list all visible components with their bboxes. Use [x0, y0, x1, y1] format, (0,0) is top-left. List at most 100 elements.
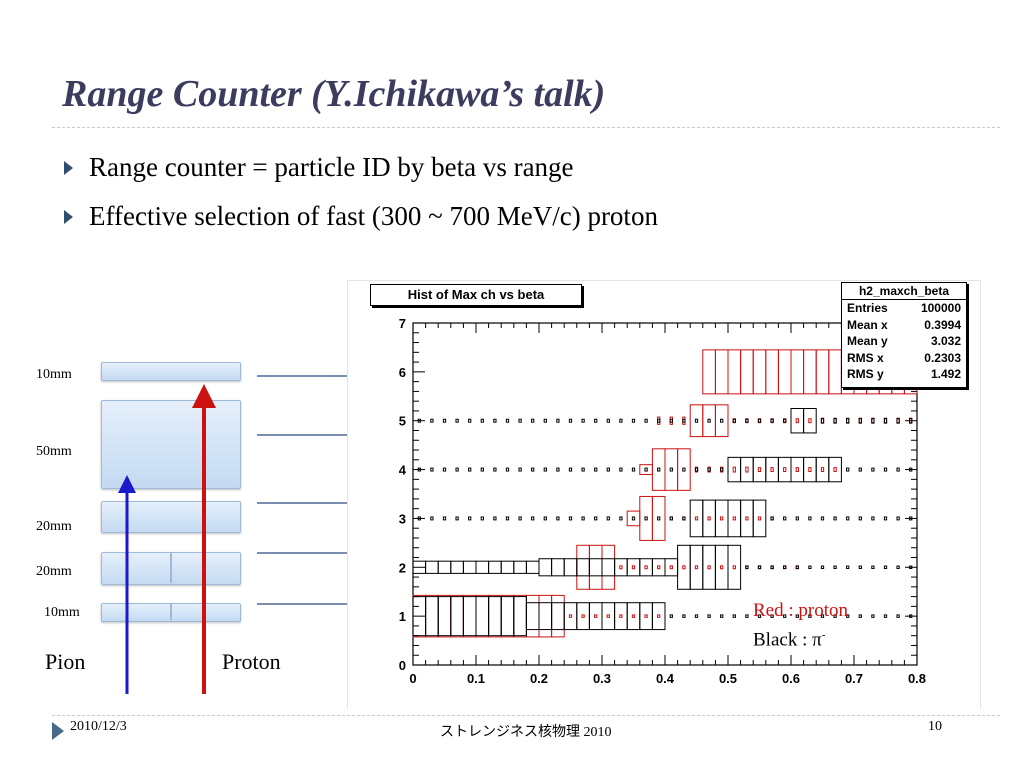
histogram-bin — [513, 594, 527, 638]
histogram-bin — [682, 516, 686, 521]
histogram-bin — [480, 418, 484, 423]
pion-label: Pion — [45, 649, 86, 674]
histogram-bin — [795, 418, 799, 424]
bullet-item: Range counter = particle ID by beta vs r… — [64, 152, 574, 183]
histogram-bin — [651, 602, 666, 631]
histogram-bin — [871, 467, 875, 472]
histogram-bin — [871, 614, 875, 618]
histogram-bin — [757, 614, 762, 618]
stats-row: RMS y 1.492 — [842, 366, 966, 383]
histogram-bin — [883, 516, 888, 521]
histogram-bin — [833, 565, 837, 570]
x-tick-label: 0.2 — [530, 671, 548, 686]
histogram-bin — [702, 499, 716, 538]
histogram-bin — [689, 404, 704, 438]
histogram-bin — [720, 565, 724, 570]
histogram-bin — [770, 516, 774, 521]
histogram-bin — [783, 614, 787, 618]
histogram-bin — [682, 418, 686, 423]
bullet-text: Effective selection of fast (300 ~ 700 M… — [89, 201, 658, 231]
bullet-arrow-icon — [64, 209, 73, 224]
histogram-bin — [669, 418, 673, 423]
histogram-bin — [702, 544, 716, 590]
histogram-bin — [581, 614, 585, 618]
histogram-bin — [626, 510, 641, 527]
slide-title: Range Counter (Y.Ichikawa’s talk) — [62, 73, 606, 115]
histogram-bin — [588, 602, 603, 631]
legend-pion-text: Black : π — [753, 629, 822, 651]
histogram-bin — [770, 614, 774, 618]
histogram-bin — [795, 565, 799, 570]
legend-pion: Black : π- — [753, 629, 825, 651]
histogram-bin — [475, 594, 490, 638]
slab-layer-top — [101, 362, 241, 381]
histogram-bin — [896, 516, 900, 521]
histogram-bin — [505, 418, 510, 423]
y-tick-label: 6 — [399, 365, 406, 380]
histogram-bin — [808, 516, 812, 521]
histogram-bin — [707, 516, 711, 521]
histogram-bin — [702, 404, 716, 438]
layer-thickness-label: 10mm — [44, 605, 80, 620]
histogram-bin — [601, 544, 616, 590]
histogram-bin — [639, 495, 653, 541]
histogram-bin — [740, 456, 754, 483]
histogram-bin — [752, 456, 767, 483]
histogram-bin — [594, 418, 598, 423]
histogram-bin — [707, 418, 711, 423]
y-tick-label: 1 — [399, 609, 406, 624]
histogram-bin — [493, 418, 497, 423]
histogram-bin — [576, 602, 590, 631]
histogram-bin — [614, 558, 628, 577]
slab-segment-divider — [170, 553, 172, 583]
footer-arrow-icon — [52, 722, 64, 740]
histogram-bin — [563, 602, 578, 631]
histogram-bin — [846, 614, 850, 618]
y-tick-label: 0 — [399, 658, 406, 673]
histogram-bin — [657, 418, 661, 423]
histogram-bin — [694, 565, 699, 570]
legend-pion-sup: - — [821, 629, 826, 641]
histogram-bin — [858, 565, 862, 570]
histogram-bin — [488, 560, 502, 574]
histogram-bin — [783, 565, 787, 570]
stats-name: h2_maxch_beta — [842, 283, 966, 300]
histogram-bin — [543, 516, 547, 521]
histogram-bin — [538, 558, 553, 577]
histogram-bin — [531, 516, 535, 521]
histogram-bin — [531, 467, 535, 472]
histogram-bin — [752, 349, 767, 395]
histogram-bin — [588, 544, 603, 590]
histogram-bin — [631, 516, 636, 521]
proton-label: Proton — [222, 649, 281, 674]
histogram-bin — [430, 516, 434, 521]
histogram-bin — [714, 349, 729, 395]
x-tick-label: 0.8 — [908, 671, 926, 686]
layer-thickness-label: 20mm — [36, 519, 72, 534]
stats-value: 3.032 — [930, 334, 961, 348]
histogram-bin — [740, 349, 754, 395]
histogram-bin — [740, 499, 754, 538]
histogram-bin — [765, 349, 779, 395]
histogram-bin — [531, 418, 535, 423]
histogram-bin — [455, 516, 459, 521]
stats-label: RMS x — [847, 350, 884, 365]
bullet-item: Effective selection of fast (300 ~ 700 M… — [64, 201, 658, 232]
histogram-bin — [581, 516, 585, 521]
histogram-bin — [657, 565, 661, 570]
histogram-bin — [808, 565, 812, 570]
histogram-bin — [803, 456, 817, 483]
histogram-bin — [846, 417, 850, 424]
histogram-bin — [601, 558, 616, 577]
histogram-bin — [727, 544, 742, 590]
histogram-bin — [619, 516, 623, 521]
histogram-bin — [833, 467, 837, 473]
histogram-bin — [639, 602, 653, 631]
histogram-bin — [425, 560, 439, 574]
histogram-bin — [417, 467, 421, 472]
histogram-bin — [765, 456, 779, 483]
histogram-bin — [644, 614, 648, 618]
histogram-bin — [909, 565, 913, 570]
histogram-bin — [631, 565, 636, 570]
histogram-bin — [442, 467, 447, 472]
